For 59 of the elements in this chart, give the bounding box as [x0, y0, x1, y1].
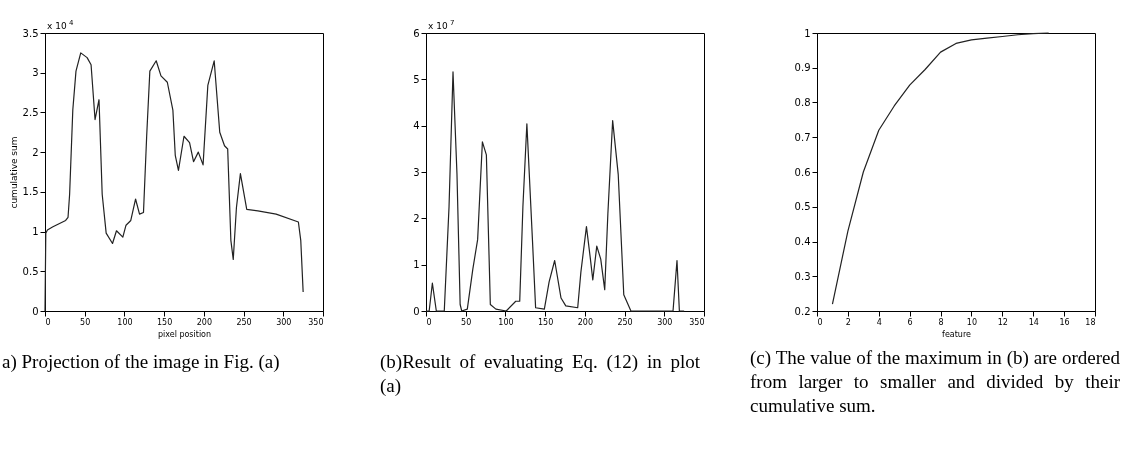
y-tick-label: 2 [413, 212, 420, 224]
y-tick-label: 0.9 [794, 62, 811, 74]
x-axis-title: feature [942, 329, 972, 339]
x-tick-label: 150 [157, 317, 173, 327]
x-tick-label: 0 [426, 317, 432, 327]
y-tick-label: 6 [413, 27, 420, 39]
x-tick-label: 300 [276, 317, 292, 327]
text: (b)Result of evaluating Eq. (12) in plot (a) [380, 350, 700, 398]
x-tick-label: 10 [966, 317, 978, 327]
x-tick-label: 100 [117, 317, 133, 327]
x-tick-label: 18 [1085, 317, 1096, 327]
y-tick-label: 3.5 [22, 27, 39, 39]
x-tick-label: 350 [308, 317, 324, 327]
line-series [44, 52, 304, 312]
y-tick-label: 0.2 [794, 305, 811, 317]
y-tick-label: 2.5 [22, 106, 39, 118]
y-tick-label: 0.5 [22, 265, 39, 277]
x-tick-label: 350 [689, 317, 705, 327]
y-tick-label: 1 [804, 27, 811, 39]
x-tick-label: 2 [845, 317, 851, 327]
y-tick-label: 0 [32, 305, 39, 317]
x-axis-title: pixel position [157, 329, 212, 339]
x-tick-label: 150 [538, 317, 554, 327]
y-tick-label: 0.7 [794, 131, 811, 143]
y-tick-label: 0.5 [794, 201, 811, 213]
x-tick-label: 50 [80, 317, 91, 327]
y-tick-label: 3 [32, 67, 39, 79]
x-tick-label: 6 [907, 317, 913, 327]
y-tick-label: 1 [32, 226, 39, 238]
x-tick-label: 50 [461, 317, 472, 327]
x-tick-label: 250 [617, 317, 633, 327]
line-series [831, 32, 1050, 305]
x-tick-label: 0 [45, 317, 51, 327]
x-tick-label: 8 [938, 317, 944, 327]
y-tick-label: 2 [32, 146, 39, 158]
y-tick-label: 0.4 [794, 236, 811, 247]
x-tick-label: 250 [236, 317, 252, 327]
line-series [425, 71, 685, 312]
x-tick-label: 16 [1059, 317, 1070, 327]
y-axis-title: cumulative sum [8, 136, 19, 209]
x-tick-label: 200 [196, 317, 212, 327]
x-tick-label: 200 [577, 317, 593, 327]
x-tick-label: 300 [657, 317, 673, 327]
y-tick-label: 0 [413, 305, 420, 317]
y-tick-label: 0.8 [794, 97, 811, 108]
y-tick-label: 1.5 [22, 186, 39, 198]
x-tick-label: 4 [876, 317, 882, 327]
text: a) Projection of the image in Fig. (a) [2, 350, 281, 374]
y-tick-label: 1 [413, 259, 420, 271]
y-tick-label: 0.6 [794, 166, 811, 178]
y-tick-label: 0.3 [794, 270, 811, 282]
x-tick-label: 14 [1028, 317, 1039, 327]
x-tick-label: 12 [997, 317, 1008, 327]
x-tick-label: 100 [498, 317, 514, 327]
x-tick-label: 0 [817, 317, 823, 327]
text: (c) The value of the maximum in (b) are ordered from larger to smaller and divided by their cumulative sum. [750, 346, 1120, 418]
y-tick-label: 4 [413, 120, 420, 132]
y-tick-label: 3 [413, 166, 420, 178]
y-tick-label: 5 [413, 73, 420, 85]
